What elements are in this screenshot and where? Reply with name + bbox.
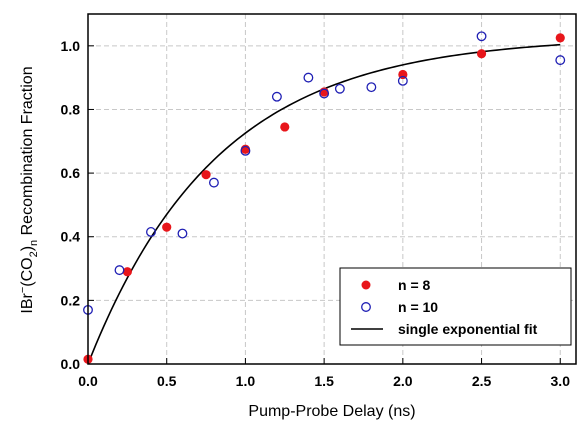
y-tick-label: 0.6 [61, 165, 81, 181]
point-n8 [555, 33, 565, 43]
point-n8 [201, 170, 211, 180]
x-tick-label: 1.0 [236, 373, 256, 389]
x-axis-label: Pump-Probe Delay (ns) [248, 403, 415, 420]
point-n10 [146, 227, 156, 237]
y-tick-label: 0.4 [61, 229, 81, 245]
x-tick-label: 0.0 [78, 373, 98, 389]
point-n8 [122, 267, 132, 277]
point-n10 [240, 145, 251, 156]
legend-label-n10: n = 10 [398, 299, 438, 315]
legend-marker-n8 [361, 280, 371, 290]
point-n10 [114, 265, 125, 276]
legend-marker-n10 [361, 302, 371, 312]
x-tick-label: 2.0 [393, 373, 413, 389]
point-n10 [366, 82, 377, 93]
x-tick-label: 1.5 [314, 373, 334, 389]
point-n10 [208, 177, 219, 188]
point-n10 [334, 83, 345, 94]
point-n10 [303, 72, 314, 83]
plot-frame [87, 13, 577, 365]
y-tick-label: 0.8 [61, 101, 81, 117]
y-tick-label: 1.0 [61, 38, 81, 54]
legend-label-n8: n = 8 [398, 277, 431, 293]
y-tick-label: 0.2 [61, 292, 81, 308]
x-tick-label: 3.0 [551, 373, 571, 389]
y-ticks: 0.0 0.2 0.4 0.6 0.8 1.0 [61, 38, 94, 372]
point-n8 [162, 222, 172, 232]
x-tick-label: 0.5 [157, 373, 177, 389]
legend-label-fit: single exponential fit [398, 321, 538, 337]
y-axis-label: IBr−(CO2)n Recombination Fraction [17, 66, 40, 313]
legend: n = 8 n = 10 single exponential fit [339, 267, 572, 346]
legend-box [339, 267, 572, 346]
x-ticks: 0.0 0.5 1.0 1.5 2.0 2.5 3.0 [78, 358, 570, 389]
y-tick-label: 0.0 [61, 356, 81, 372]
point-n10 [271, 91, 282, 102]
point-n10 [397, 75, 408, 86]
point-n10 [555, 55, 566, 66]
data-points [83, 31, 566, 364]
point-n10 [476, 31, 487, 42]
point-n10 [177, 228, 188, 239]
x-tick-label: 2.5 [472, 373, 492, 389]
point-n8 [476, 49, 487, 59]
point-n8 [280, 122, 290, 132]
point-n10 [319, 88, 330, 99]
